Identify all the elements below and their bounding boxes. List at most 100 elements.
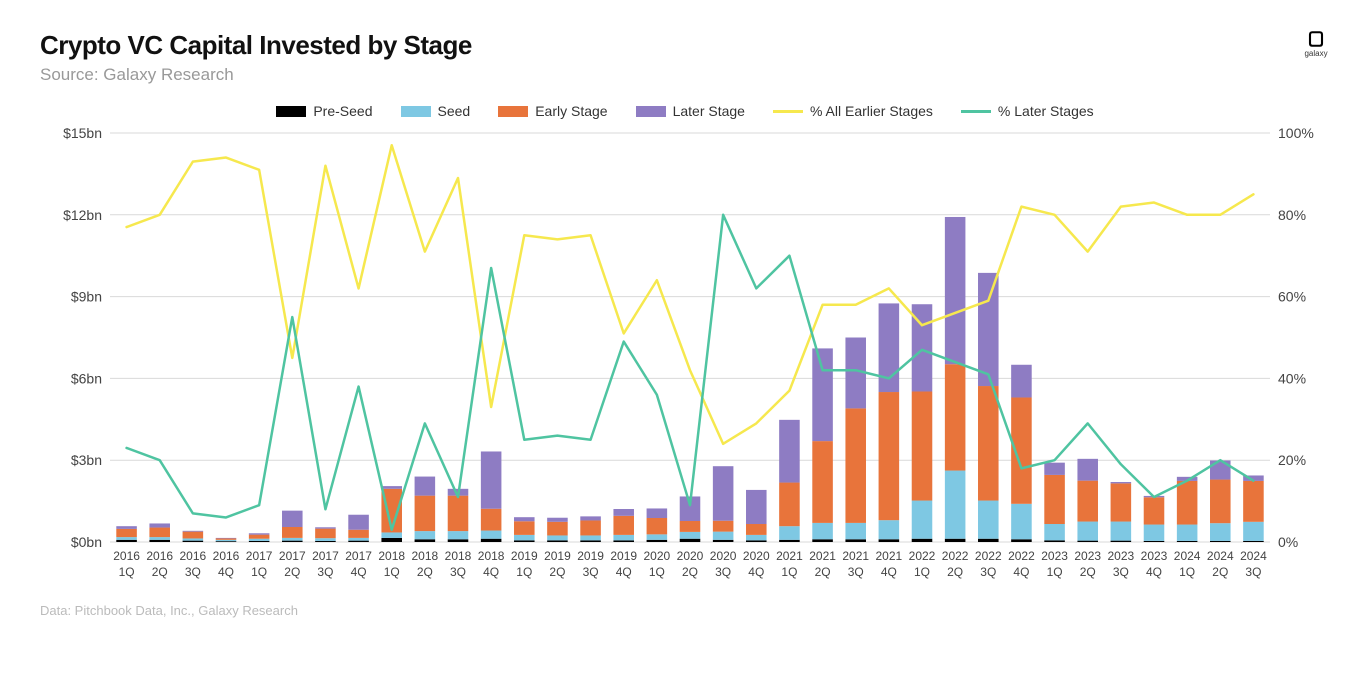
bar-preseed bbox=[1111, 541, 1132, 542]
bar-later bbox=[779, 420, 800, 483]
legend-item: % All Earlier Stages bbox=[773, 103, 933, 119]
bar-early bbox=[1177, 481, 1198, 525]
bar-early bbox=[613, 516, 634, 535]
y-right-label: 40% bbox=[1278, 370, 1306, 386]
bar-seed bbox=[746, 535, 767, 540]
bar-seed bbox=[149, 537, 170, 540]
y-right-label: 0% bbox=[1278, 534, 1298, 550]
legend-label: % Later Stages bbox=[998, 103, 1094, 119]
bar-early bbox=[249, 535, 270, 539]
bar-seed bbox=[580, 535, 601, 540]
bar-preseed bbox=[613, 540, 634, 542]
x-label-year: 2020 bbox=[710, 549, 737, 563]
x-label-quarter: 4Q bbox=[1146, 565, 1162, 579]
legend-label: Seed bbox=[438, 103, 471, 119]
x-label-quarter: 2Q bbox=[815, 565, 831, 579]
bar-later bbox=[249, 533, 270, 534]
y-right-label: 20% bbox=[1278, 452, 1306, 468]
x-label-quarter: 1Q bbox=[516, 565, 532, 579]
bar-seed bbox=[1011, 504, 1032, 539]
x-label-quarter: 2Q bbox=[417, 565, 433, 579]
galaxy-logo-label: galaxy bbox=[1304, 49, 1327, 58]
x-label-year: 2019 bbox=[610, 549, 637, 563]
bar-preseed bbox=[879, 539, 900, 542]
bar-later bbox=[1011, 365, 1032, 398]
legend: Pre-Seed Seed Early Stage Later Stage % All … bbox=[40, 103, 1330, 119]
bar-seed bbox=[315, 538, 336, 541]
legend-item: Early Stage bbox=[498, 103, 607, 119]
bar-seed bbox=[249, 539, 270, 541]
bar-early bbox=[1111, 483, 1132, 521]
bar-early bbox=[149, 528, 170, 538]
bar-seed bbox=[282, 538, 303, 541]
bar-later bbox=[348, 515, 369, 530]
x-label-year: 2020 bbox=[677, 549, 704, 563]
bar-seed bbox=[1177, 525, 1198, 541]
bar-preseed bbox=[116, 540, 137, 542]
bar-seed bbox=[812, 523, 833, 539]
bar-early bbox=[912, 391, 933, 500]
bar-preseed bbox=[746, 540, 767, 542]
legend-item: Pre-Seed bbox=[276, 103, 372, 119]
y-left-label: $3bn bbox=[71, 452, 102, 468]
x-label-quarter: 3Q bbox=[715, 565, 731, 579]
bar-later bbox=[580, 516, 601, 520]
bar-early bbox=[713, 521, 734, 532]
x-label-quarter: 3Q bbox=[185, 565, 201, 579]
bar-seed bbox=[547, 535, 568, 540]
x-label-quarter: 2Q bbox=[152, 565, 168, 579]
x-label-quarter: 3Q bbox=[583, 565, 599, 579]
x-label-year: 2016 bbox=[113, 549, 140, 563]
x-label-quarter: 3Q bbox=[980, 565, 996, 579]
y-right-label: 60% bbox=[1278, 289, 1306, 305]
bar-seed bbox=[879, 520, 900, 539]
y-right-label: 100% bbox=[1278, 127, 1314, 141]
x-label-year: 2019 bbox=[511, 549, 538, 563]
bar-seed bbox=[713, 532, 734, 540]
bar-preseed bbox=[1210, 541, 1231, 542]
chart-container: Crypto VC Capital Invested by Stage Sour… bbox=[0, 0, 1370, 674]
bar-preseed bbox=[845, 539, 866, 542]
legend-swatch bbox=[498, 106, 528, 117]
x-label-quarter: 3Q bbox=[1113, 565, 1129, 579]
bar-seed bbox=[978, 501, 999, 539]
bar-preseed bbox=[812, 539, 833, 542]
legend-item: % Later Stages bbox=[961, 103, 1094, 119]
x-label-quarter: 2Q bbox=[1212, 565, 1228, 579]
galaxy-logo: galaxy bbox=[1302, 30, 1330, 58]
x-label-quarter: 1Q bbox=[119, 565, 135, 579]
bar-early bbox=[945, 364, 966, 470]
bar-preseed bbox=[481, 539, 502, 542]
bar-early bbox=[448, 496, 469, 531]
x-label-year: 2021 bbox=[776, 549, 803, 563]
bar-early bbox=[812, 441, 833, 523]
bar-early bbox=[216, 538, 237, 539]
x-label-quarter: 1Q bbox=[1047, 565, 1063, 579]
x-label-quarter: 3Q bbox=[848, 565, 864, 579]
x-label-year: 2021 bbox=[842, 549, 869, 563]
bar-seed bbox=[481, 531, 502, 539]
bar-later bbox=[978, 273, 999, 386]
bar-preseed bbox=[216, 541, 237, 542]
x-label-quarter: 1Q bbox=[384, 565, 400, 579]
x-label-year: 2018 bbox=[478, 549, 505, 563]
legend-item: Later Stage bbox=[636, 103, 745, 119]
bar-later bbox=[746, 490, 767, 524]
y-right-label: 80% bbox=[1278, 207, 1306, 223]
x-label-quarter: 3Q bbox=[1245, 565, 1261, 579]
y-left-label: $6bn bbox=[71, 370, 102, 386]
x-label-year: 2021 bbox=[876, 549, 903, 563]
bar-preseed bbox=[1177, 541, 1198, 542]
x-label-year: 2016 bbox=[146, 549, 173, 563]
bar-preseed bbox=[282, 541, 303, 542]
bar-later bbox=[1077, 459, 1098, 481]
bar-later bbox=[514, 517, 535, 521]
bar-later bbox=[315, 527, 336, 528]
y-left-label: $12bn bbox=[63, 207, 102, 223]
bar-preseed bbox=[1243, 541, 1264, 542]
x-label-year: 2017 bbox=[345, 549, 372, 563]
bar-preseed bbox=[945, 539, 966, 542]
bar-early bbox=[580, 520, 601, 535]
x-label-quarter: 4Q bbox=[218, 565, 234, 579]
x-label-year: 2018 bbox=[445, 549, 472, 563]
